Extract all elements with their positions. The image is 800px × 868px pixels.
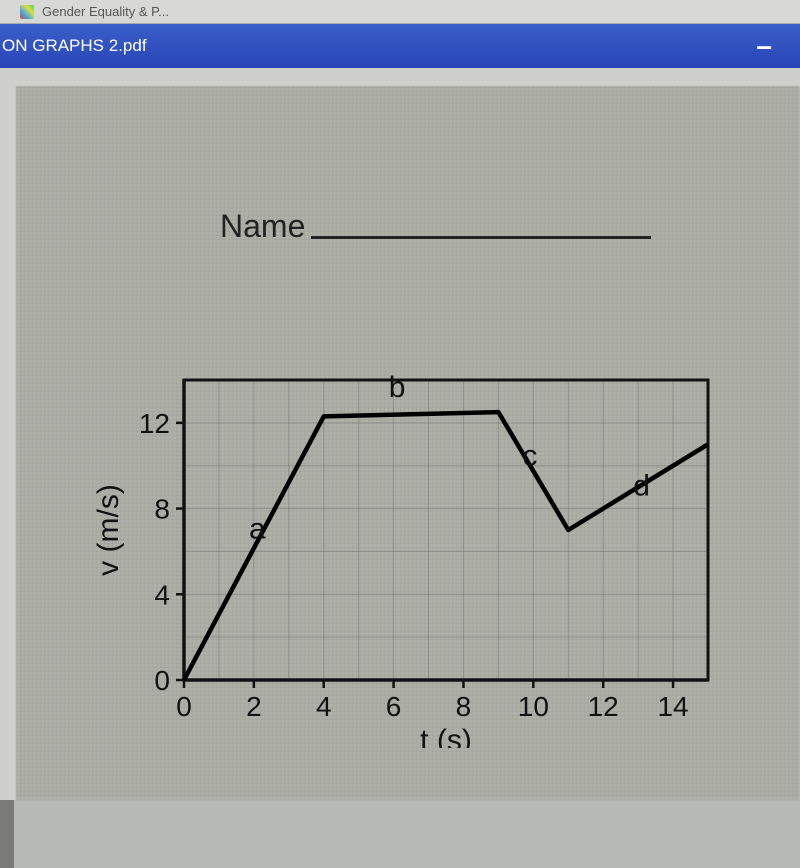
svg-text:8: 8 bbox=[456, 691, 472, 722]
browser-tab-strip: Gender Equality & P... bbox=[0, 0, 800, 24]
svg-text:4: 4 bbox=[316, 691, 332, 722]
document-area: Name 0 2 4 6 8 10 12 14 0 4 8 12 t (s) v (m/s) a b c d bbox=[0, 68, 800, 800]
svg-text:b: b bbox=[389, 371, 406, 404]
svg-text:0: 0 bbox=[176, 691, 192, 722]
svg-text:2: 2 bbox=[246, 691, 262, 722]
name-blank-line bbox=[311, 236, 651, 239]
name-row: Name bbox=[220, 208, 651, 245]
svg-text:10: 10 bbox=[518, 691, 549, 722]
pdf-filename: ON GRAPHS 2.pdf bbox=[0, 36, 147, 56]
minimize-icon[interactable]: – bbox=[756, 41, 780, 51]
svg-text:14: 14 bbox=[657, 691, 688, 722]
tab-favicon-icon bbox=[20, 5, 34, 19]
svg-text:0: 0 bbox=[154, 665, 170, 696]
svg-text:d: d bbox=[633, 470, 650, 503]
pdf-title-bar: ON GRAPHS 2.pdf – bbox=[0, 24, 800, 68]
svg-text:8: 8 bbox=[154, 494, 170, 525]
chart-svg: 0 2 4 6 8 10 12 14 0 4 8 12 t (s) v (m/s) a b c d bbox=[88, 368, 728, 748]
svg-text:v (m/s): v (m/s) bbox=[92, 484, 125, 576]
velocity-chart: 0 2 4 6 8 10 12 14 0 4 8 12 t (s) v (m/s) a b c d bbox=[88, 368, 728, 748]
svg-text:t (s): t (s) bbox=[420, 724, 472, 748]
svg-text:a: a bbox=[249, 513, 266, 546]
svg-text:12: 12 bbox=[588, 691, 619, 722]
svg-text:12: 12 bbox=[139, 408, 170, 439]
svg-text:6: 6 bbox=[386, 691, 402, 722]
name-label: Name bbox=[220, 208, 305, 245]
tab-title: Gender Equality & P... bbox=[42, 4, 169, 19]
svg-text:4: 4 bbox=[154, 579, 170, 610]
svg-text:c: c bbox=[522, 440, 537, 473]
